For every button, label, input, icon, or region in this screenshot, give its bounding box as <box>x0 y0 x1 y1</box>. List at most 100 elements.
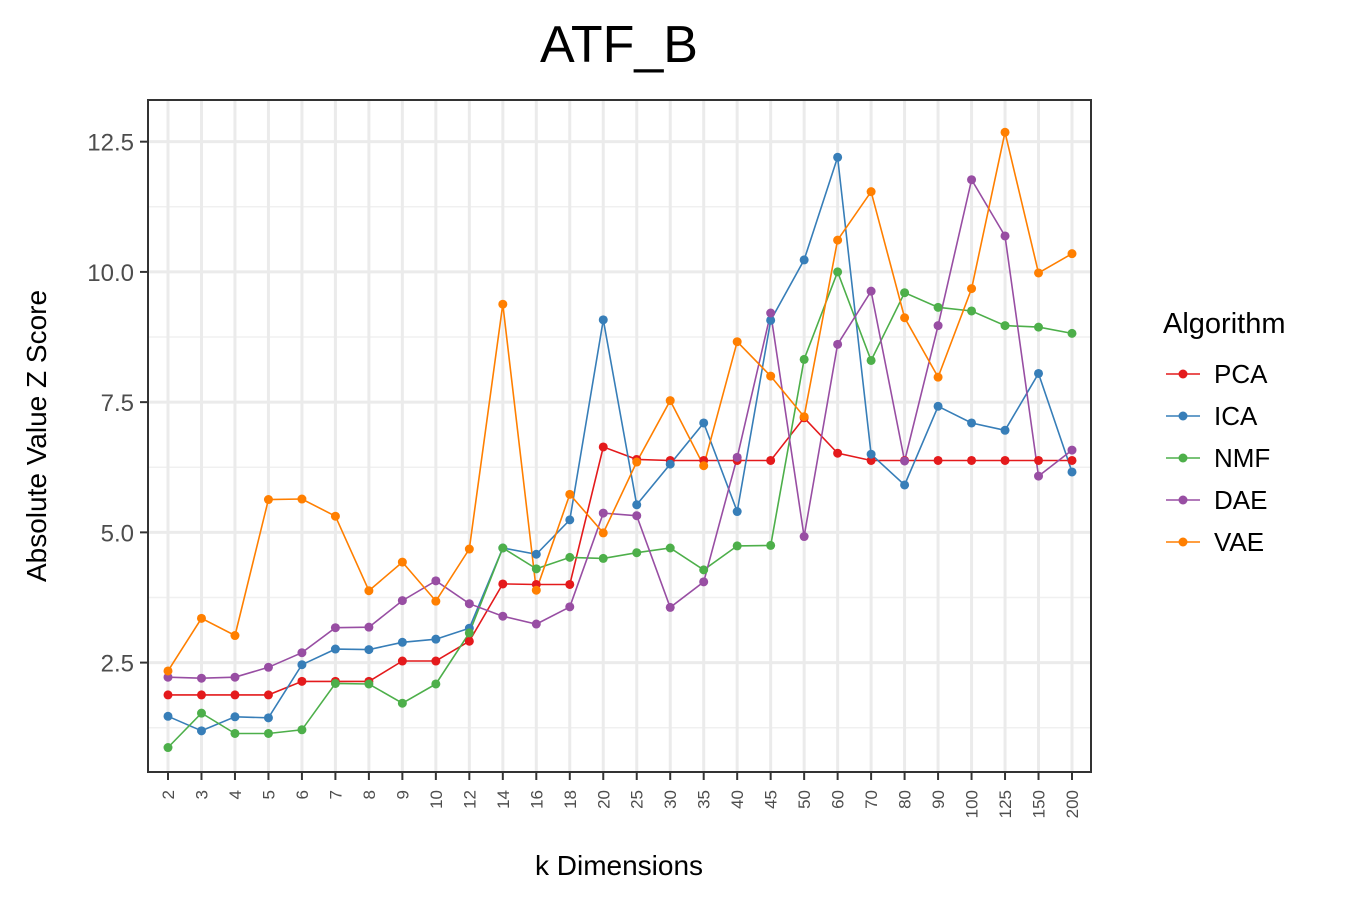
point-pca <box>866 455 876 465</box>
point-nmf <box>598 553 608 563</box>
point-pca <box>1000 455 1010 465</box>
point-nmf <box>632 548 642 558</box>
point-nmf <box>397 698 407 708</box>
point-ica <box>263 713 273 723</box>
legend-items: PCA ICA NMF DAE VAE <box>1166 359 1270 557</box>
x-tick-label: 40 <box>728 790 747 809</box>
point-pca <box>263 690 273 700</box>
grid-major <box>148 100 1091 772</box>
point-dae <box>766 308 776 318</box>
point-dae <box>1067 445 1077 455</box>
grid-minor <box>148 206 1091 729</box>
x-tick-label: 35 <box>695 790 714 809</box>
legend-key-point-pca <box>1178 369 1188 379</box>
legend-key-point-vae <box>1178 537 1188 547</box>
legend-key-point-ica <box>1178 411 1188 421</box>
point-vae <box>1067 249 1077 259</box>
point-nmf <box>833 267 843 277</box>
point-dae <box>263 662 273 672</box>
x-tick-label: 10 <box>427 790 446 809</box>
point-nmf <box>431 679 441 689</box>
point-dae <box>799 532 809 542</box>
point-pca <box>565 579 575 589</box>
chart-title: ATF_B <box>540 16 698 74</box>
x-axis: 2 3 4 5 6 7 8 9 10 12 14 16 18 20 25 30 35 40 45 50 60 70 80 90… <box>159 772 1082 818</box>
x-tick-label: 200 <box>1063 790 1082 818</box>
point-dae <box>900 456 910 466</box>
point-ica <box>196 726 206 736</box>
point-vae <box>900 313 910 323</box>
point-ica <box>900 480 910 490</box>
point-pca <box>1034 455 1044 465</box>
point-nmf <box>498 543 508 553</box>
y-axis-label: Absolute Value Z Score <box>21 290 52 582</box>
point-pca <box>397 656 407 666</box>
point-pca <box>933 455 943 465</box>
point-ica <box>699 418 709 428</box>
point-nmf <box>933 302 943 312</box>
point-vae <box>732 337 742 347</box>
point-pca <box>464 636 474 646</box>
series-lines <box>167 132 1073 749</box>
plot-border <box>147 99 1092 773</box>
point-vae <box>866 187 876 197</box>
y-tick-label: 10.0 <box>87 260 134 287</box>
point-dae <box>598 508 608 518</box>
x-tick-label: 45 <box>762 790 781 809</box>
point-vae <box>263 495 273 505</box>
legend-label-nmf: NMF <box>1214 443 1270 473</box>
point-pca <box>431 656 441 666</box>
point-pca <box>297 676 307 686</box>
point-dae <box>1034 471 1044 481</box>
point-ica <box>632 500 642 510</box>
point-nmf <box>900 288 910 298</box>
point-vae <box>364 586 374 596</box>
legend-key-point-nmf <box>1178 453 1188 463</box>
point-vae <box>431 596 441 606</box>
x-axis-label: k Dimensions <box>535 850 703 881</box>
point-vae <box>933 372 943 382</box>
point-nmf <box>364 679 374 689</box>
point-vae <box>967 284 977 294</box>
point-pca <box>766 455 776 465</box>
series-line-pca <box>168 416 1072 696</box>
series-line-vae <box>167 132 1073 672</box>
x-tick-label: 12 <box>460 790 479 809</box>
point-vae <box>632 457 642 467</box>
point-vae <box>397 557 407 567</box>
point-nmf <box>565 552 575 562</box>
point-dae <box>933 321 943 331</box>
point-ica <box>163 711 173 721</box>
x-tick-label: 25 <box>628 790 647 809</box>
point-dae <box>632 511 642 521</box>
point-vae <box>598 528 608 538</box>
point-vae <box>1034 268 1044 278</box>
x-tick-label: 5 <box>259 790 278 799</box>
point-dae <box>196 673 206 683</box>
point-dae <box>565 602 575 612</box>
point-dae <box>364 622 374 632</box>
y-tick-label: 2.5 <box>101 651 134 678</box>
x-tick-label: 4 <box>226 790 245 799</box>
point-vae <box>565 489 575 499</box>
point-vae <box>196 613 206 623</box>
point-dae <box>163 672 173 682</box>
x-tick-label: 18 <box>561 790 580 809</box>
y-tick-label: 7.5 <box>101 390 134 417</box>
point-vae <box>297 494 307 504</box>
x-tick-label: 16 <box>527 790 546 809</box>
point-ica <box>665 459 675 469</box>
point-nmf <box>1067 328 1077 338</box>
point-nmf <box>1000 321 1010 331</box>
point-nmf <box>196 708 206 718</box>
point-vae <box>498 299 508 309</box>
point-pca <box>1067 455 1077 465</box>
x-tick-label: 9 <box>393 790 412 799</box>
point-nmf <box>230 728 240 738</box>
series-line-nmf <box>167 269 1073 749</box>
point-vae <box>766 371 776 381</box>
x-tick-label: 30 <box>661 790 680 809</box>
point-dae <box>498 611 508 621</box>
point-dae <box>1000 231 1010 241</box>
point-dae <box>699 577 709 587</box>
